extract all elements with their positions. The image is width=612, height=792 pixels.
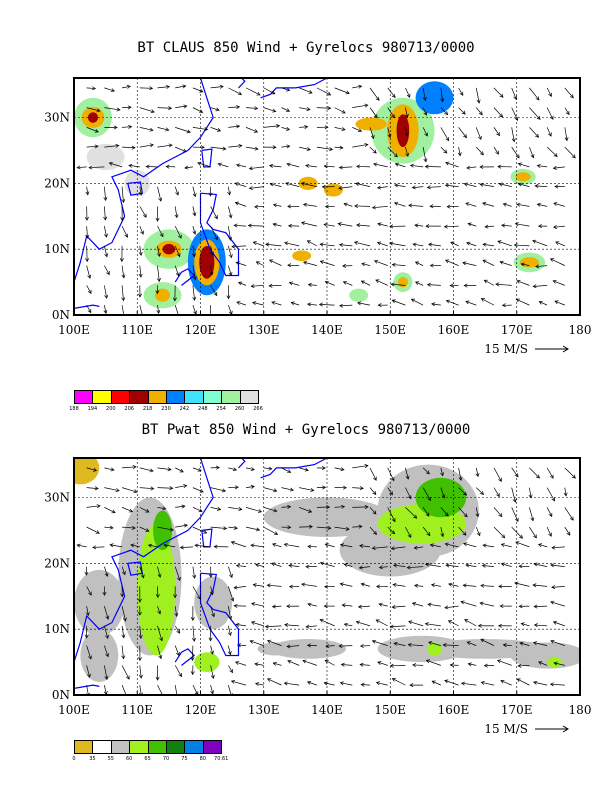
colorbar-swatch: [92, 740, 112, 754]
coastline: [238, 458, 246, 469]
claus-wind-map: 100E 110E 120E 130E 140E 150E 160E 170E 180 0N 10N…: [44, 77, 592, 356]
colorbar-swatch: [239, 390, 259, 404]
x-tick-label: 180: [569, 323, 592, 337]
coastline: [127, 181, 143, 196]
colorbar-label: 188: [69, 406, 79, 412]
y-tick-label: 10N: [44, 242, 70, 256]
colorbar-swatch: [166, 740, 186, 754]
coastline: [74, 684, 100, 689]
y-tick-label: 20N: [44, 556, 70, 570]
field-shading: [153, 510, 173, 551]
field-shading: [515, 172, 531, 182]
field-shading: [74, 569, 125, 636]
x-tick-label: 140E: [311, 703, 343, 717]
colorbar-label: 218: [142, 406, 153, 412]
x-tick-label: 110E: [121, 323, 153, 337]
colorbar-label: 242: [179, 406, 190, 412]
field-shading: [74, 458, 100, 485]
field-shading: [80, 629, 119, 682]
colorbar-label: 254: [216, 406, 226, 412]
field-shading: [510, 642, 580, 669]
field-shading: [355, 117, 388, 131]
bottom-chart-title: BT Pwat 850 Wind + Gyrelocs 980713/0000: [141, 422, 471, 438]
x-tick-label: 170E: [501, 703, 533, 717]
colorbar-swatch: [129, 740, 149, 754]
colorbar-swatch: [110, 740, 131, 754]
field-shading: [86, 143, 125, 171]
field-shading: [292, 250, 312, 262]
field-shading: [257, 642, 296, 656]
colorbar-label: 266: [253, 406, 263, 412]
x-tick-label: 100E: [58, 703, 90, 717]
y-tick-label: 10N: [44, 622, 70, 636]
colorbar-label: 0: [72, 756, 76, 762]
coastline: [260, 78, 328, 99]
colorbar-label: 206: [124, 406, 134, 412]
top-chart-title: BT CLAUS 850 Wind + Gyrelocs 980713/0000: [137, 40, 475, 56]
colorbar-label: 194: [87, 406, 98, 412]
vector-key-label: 15 M/S: [484, 722, 528, 736]
x-tick-label: 110E: [121, 703, 153, 717]
field-shading: [194, 576, 233, 630]
field-shading: [349, 288, 369, 302]
x-tick-label: 120E: [185, 703, 217, 717]
colorbar-label: 60: [126, 756, 133, 762]
vector-key-label: 15 M/S: [484, 342, 528, 356]
colorbar-label: 70.61: [214, 756, 229, 762]
field-shading: [199, 245, 215, 279]
colorbar-swatch: [74, 740, 94, 754]
field-shading: [298, 176, 318, 190]
y-tick-label: 30N: [44, 491, 70, 505]
colorbar-label: 248: [198, 406, 208, 412]
x-tick-label: 170E: [501, 323, 533, 337]
x-tick-label: 130E: [248, 703, 280, 717]
field-shading: [415, 81, 454, 115]
field-shading: [194, 652, 220, 672]
wind-vectors: [76, 84, 576, 315]
coastline: [174, 268, 196, 286]
coastline: [174, 648, 196, 666]
field-shading: [87, 112, 99, 123]
x-tick-label: 160E: [438, 703, 470, 717]
coastline: [74, 78, 214, 283]
colorbar-label: 55: [107, 756, 114, 762]
coastline: [74, 304, 100, 309]
coastline: [74, 458, 214, 663]
colorbar-label: 230: [161, 406, 171, 412]
x-tick-label: 150E: [374, 703, 406, 717]
x-tick-label: 160E: [438, 323, 470, 337]
field-shading: [154, 288, 171, 302]
y-tick-label: 30N: [44, 111, 70, 125]
colorbar-label: 65: [144, 756, 151, 762]
colorbar-swatch: [147, 740, 167, 754]
colorbar-swatch: [184, 740, 204, 754]
colorbar-label: 70: [162, 756, 170, 762]
y-tick-label: 0N: [52, 688, 70, 702]
x-tick-label: 100E: [58, 323, 90, 337]
y-tick-label: 20N: [44, 176, 70, 190]
colorbar-label: 75: [181, 756, 188, 762]
colorbar-label: 260: [234, 406, 245, 412]
coastline: [238, 78, 246, 89]
coastline: [260, 458, 328, 479]
colorbar-label: 80: [199, 756, 206, 762]
field-shading: [137, 523, 176, 656]
field-shading: [396, 114, 410, 148]
x-tick-label: 140E: [311, 323, 343, 337]
x-tick-label: 180: [569, 703, 592, 717]
colorbar-label: 200: [106, 406, 116, 412]
x-tick-label: 130E: [248, 323, 280, 337]
colorbar-label: 35: [89, 756, 96, 762]
y-tick-label: 0N: [52, 308, 70, 322]
field-shading: [426, 642, 443, 656]
field-shading: [547, 656, 563, 668]
field-shading: [162, 243, 176, 255]
x-tick-label: 120E: [185, 323, 217, 337]
x-tick-label: 150E: [374, 323, 406, 337]
wind-vectors: [76, 464, 576, 695]
colorbar-swatch: [202, 740, 223, 754]
